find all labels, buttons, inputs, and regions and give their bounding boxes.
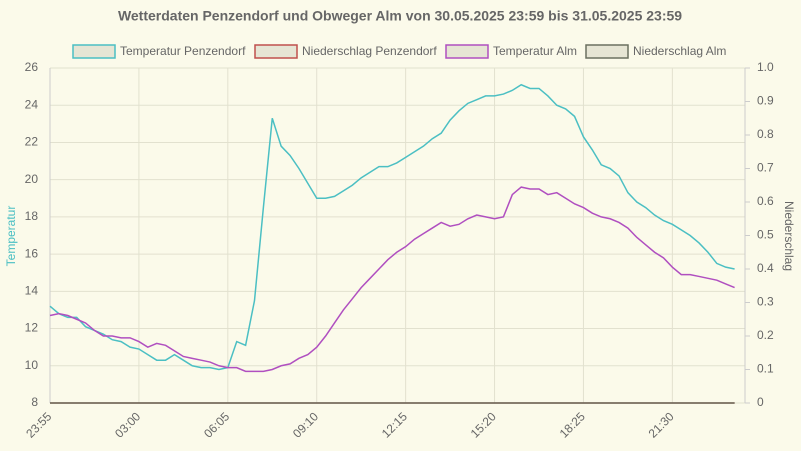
legend-swatch <box>254 44 298 59</box>
legend-label: Temperatur Penzendorf <box>120 44 246 58</box>
legend-swatch <box>585 44 629 59</box>
y-tick-label: 14 <box>25 284 39 298</box>
legend-swatch <box>72 44 116 59</box>
y-tick-label: 8 <box>31 395 38 409</box>
y-tick-label: 18 <box>25 209 39 223</box>
y2-tick-label: 0 <box>757 395 764 409</box>
y-tick-label: 10 <box>25 358 39 372</box>
legend-label: Temperatur Alm <box>493 44 577 58</box>
y-tick-label: 22 <box>25 135 39 149</box>
y-axis-label: Temperatur <box>4 206 18 267</box>
y2-tick-label: 0.3 <box>757 295 774 309</box>
y2-axis-label: Niederschlag <box>782 201 796 271</box>
y-tick-label: 20 <box>25 172 39 186</box>
y2-tick-label: 0.6 <box>757 194 774 208</box>
legend-swatch <box>445 44 489 59</box>
legend-label: Niederschlag Alm <box>633 44 726 58</box>
y2-tick-label: 0.7 <box>757 161 774 175</box>
series-line <box>49 186 735 373</box>
y-tick-label: 26 <box>25 60 39 74</box>
y-tick-label: 12 <box>25 321 39 335</box>
y-tick-label: 24 <box>25 97 39 111</box>
y2-tick-label: 0.9 <box>757 94 774 108</box>
y2-tick-label: 0.4 <box>757 261 774 275</box>
legend-label: Niederschlag Penzendorf <box>302 44 437 58</box>
y2-tick-label: 0.1 <box>757 362 774 376</box>
y-tick-label: 16 <box>25 246 39 260</box>
chart-title: Wetterdaten Penzendorf und Obweger Alm v… <box>118 8 682 24</box>
series-line <box>49 83 735 371</box>
y2-tick-label: 0.5 <box>757 228 774 242</box>
y2-tick-label: 0.8 <box>757 127 774 141</box>
y2-tick-label: 0.2 <box>757 328 774 342</box>
y2-tick-label: 1.0 <box>757 60 774 74</box>
